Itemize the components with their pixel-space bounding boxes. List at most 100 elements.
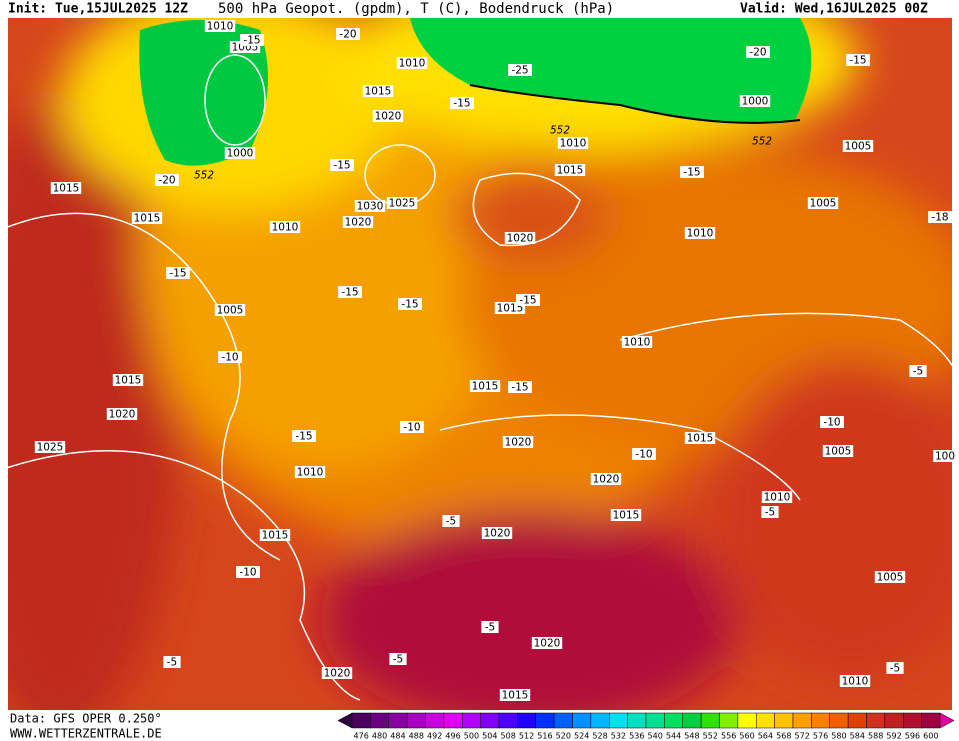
label-box — [330, 159, 354, 171]
label-box — [820, 416, 844, 428]
label-box — [106, 408, 138, 420]
isobar-label: 1020 — [324, 668, 351, 680]
isobar-label: 1015 — [365, 86, 392, 98]
colorbar-label: 532 — [611, 732, 626, 741]
label-box — [236, 566, 260, 578]
label-box — [336, 28, 360, 40]
label-box — [389, 653, 407, 665]
isobar-label: 1015 — [502, 690, 529, 702]
isobar-label: 1025 — [37, 442, 64, 454]
temperature-label: -15 — [519, 295, 536, 307]
colorbar-label: 500 — [464, 732, 479, 741]
label-box — [362, 85, 394, 97]
label-box — [807, 197, 839, 209]
isobar-label: 1005 — [845, 141, 872, 153]
temperature-label: -18 — [931, 212, 948, 224]
colorbar-box — [443, 712, 463, 729]
label-box — [610, 509, 642, 521]
label-box — [481, 621, 499, 633]
temperature-label: -10 — [403, 422, 420, 434]
label-box — [508, 381, 532, 393]
colorbar-box — [903, 712, 922, 729]
label-box — [396, 57, 428, 69]
label-box — [504, 232, 536, 244]
isobar-label: 1020 — [507, 233, 534, 245]
label-box — [632, 448, 656, 460]
label-box — [214, 304, 246, 316]
colorbar: 476 480 484 488 492 496 500 504 508 512 516 520 524 5… — [337, 712, 955, 741]
colorbar-box — [572, 712, 592, 729]
isobar-label: 1010 — [842, 676, 869, 688]
temperature-label: -15 — [243, 35, 260, 47]
contour-label: 552 — [550, 125, 570, 137]
colorbar-label: 596 — [905, 732, 920, 741]
temperature-label: -5 — [393, 654, 403, 666]
label-box — [531, 637, 563, 649]
label-box — [294, 466, 326, 478]
label-box — [554, 164, 586, 176]
temperature-label: -20 — [749, 47, 766, 59]
colorbar-box — [884, 712, 904, 729]
colorbar-label: 572 — [795, 732, 810, 741]
isobar-label: 1015 — [613, 510, 640, 522]
colorbar-box — [847, 712, 867, 729]
temperature-label: -5 — [913, 366, 923, 378]
label-box — [269, 221, 301, 233]
colorbar-box — [627, 712, 647, 729]
label-box — [516, 294, 540, 306]
colorbar-label: 512 — [519, 732, 534, 741]
colorbar-label: 476 — [354, 732, 369, 741]
colorbar-label: 492 — [427, 732, 442, 741]
colorbar-label: 528 — [592, 732, 607, 741]
label-box — [218, 351, 242, 363]
label-box — [886, 662, 904, 674]
colorbar-label: 556 — [721, 732, 736, 741]
temperature-label: -15 — [683, 167, 700, 179]
label-box — [204, 20, 236, 32]
label-box — [928, 211, 952, 223]
colorbar-box — [811, 712, 830, 729]
temperature-label: -5 — [765, 507, 775, 519]
isobar-label: 1010 — [687, 228, 714, 240]
label-box — [259, 529, 291, 541]
isobar-label: 1020 — [345, 217, 372, 229]
label-box — [874, 571, 906, 583]
colorbar-label: 488 — [409, 732, 424, 741]
contour-label: 552 — [194, 170, 214, 182]
colorbar-label: 588 — [868, 732, 883, 741]
isobar-label: 1030 — [357, 201, 384, 213]
colorbar-label: 552 — [703, 732, 718, 741]
label-box — [684, 227, 716, 239]
colorbar-label: 480 — [372, 732, 387, 741]
label-box — [398, 298, 422, 310]
label-box — [469, 380, 501, 392]
temperature-label: -10 — [635, 449, 652, 461]
temperature-label: -5 — [167, 657, 177, 669]
temperature-label: -15 — [453, 98, 470, 110]
contour-label: 552 — [752, 136, 772, 148]
temperature-label: -15 — [169, 268, 186, 280]
label-box — [240, 34, 264, 46]
isobar-label: 1020 — [534, 638, 561, 650]
colorbar-box — [921, 712, 941, 729]
colorbar-label: 544 — [666, 732, 681, 741]
colorbar-box — [682, 712, 702, 729]
isobar-label: 1010 — [560, 138, 587, 150]
colorbar-box — [645, 712, 665, 729]
temperature-label: -5 — [485, 622, 495, 634]
colorbar-box — [774, 712, 794, 729]
label-box — [321, 667, 353, 679]
colorbar-box — [700, 712, 720, 729]
label-box — [224, 147, 256, 159]
init-time: Init: Tue,15JUL2025 12Z — [8, 2, 188, 17]
label-box — [386, 197, 418, 209]
label-box — [557, 137, 589, 149]
colorbar-box — [590, 712, 610, 729]
label-box — [342, 216, 374, 228]
colorbar-label: 548 — [684, 732, 699, 741]
label-box — [746, 46, 770, 58]
isobar-label: 1010 — [297, 467, 324, 479]
